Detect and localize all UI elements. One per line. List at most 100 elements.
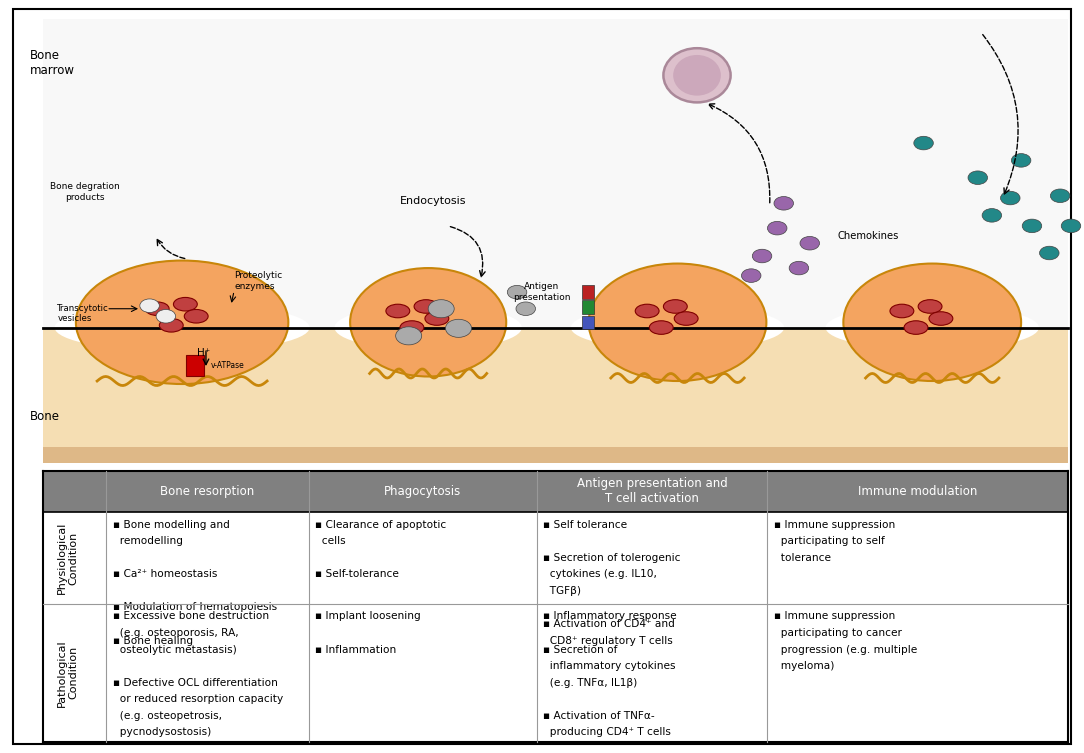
Circle shape xyxy=(140,299,159,312)
FancyBboxPatch shape xyxy=(582,285,594,299)
Text: ▪ Inflammation: ▪ Inflammation xyxy=(315,645,397,654)
FancyBboxPatch shape xyxy=(582,300,594,314)
Ellipse shape xyxy=(904,321,928,334)
Text: producing CD4⁺ T cells: producing CD4⁺ T cells xyxy=(543,727,671,737)
Text: Proteolytic
enzymes: Proteolytic enzymes xyxy=(234,271,283,291)
Circle shape xyxy=(752,249,772,263)
FancyBboxPatch shape xyxy=(43,471,1068,512)
Ellipse shape xyxy=(425,312,449,325)
Ellipse shape xyxy=(826,305,1038,350)
Text: ▪ Defective OCL differentiation: ▪ Defective OCL differentiation xyxy=(113,678,278,687)
Text: participating to cancer: participating to cancer xyxy=(774,628,902,638)
Text: Endocytosis: Endocytosis xyxy=(400,196,467,206)
Text: pycnodysostosis): pycnodysostosis) xyxy=(113,727,211,737)
Ellipse shape xyxy=(54,303,310,352)
Ellipse shape xyxy=(184,309,208,323)
Circle shape xyxy=(774,197,793,210)
Text: ▪ Self-tolerance: ▪ Self-tolerance xyxy=(315,569,399,579)
Text: ▪ Clearance of apoptotic: ▪ Clearance of apoptotic xyxy=(315,520,447,529)
Text: Bone
marrow: Bone marrow xyxy=(30,49,76,77)
Text: Immune modulation: Immune modulation xyxy=(857,485,978,498)
Ellipse shape xyxy=(674,312,698,325)
Circle shape xyxy=(968,171,988,184)
Text: Bone degration
products: Bone degration products xyxy=(50,182,119,202)
Text: H⁺: H⁺ xyxy=(197,348,210,358)
Circle shape xyxy=(507,285,527,299)
Text: Chemokines: Chemokines xyxy=(838,230,900,241)
Text: participating to self: participating to self xyxy=(774,536,885,546)
Text: remodelling: remodelling xyxy=(113,536,183,546)
Text: Antigen
presentation: Antigen presentation xyxy=(513,282,571,302)
Text: tolerance: tolerance xyxy=(774,553,831,562)
Circle shape xyxy=(1011,154,1031,167)
FancyBboxPatch shape xyxy=(43,447,1068,463)
Text: ▪ Secretion of tolerogenic: ▪ Secretion of tolerogenic xyxy=(543,553,681,562)
Text: ▪ Secretion of: ▪ Secretion of xyxy=(543,645,618,654)
FancyBboxPatch shape xyxy=(186,355,204,376)
Ellipse shape xyxy=(843,264,1021,381)
FancyBboxPatch shape xyxy=(43,328,1068,463)
Text: ▪ Implant loosening: ▪ Implant loosening xyxy=(315,611,422,621)
Ellipse shape xyxy=(159,319,183,332)
Ellipse shape xyxy=(589,264,766,381)
Circle shape xyxy=(428,300,454,318)
Ellipse shape xyxy=(400,321,424,334)
Ellipse shape xyxy=(929,312,953,325)
Text: Antigen presentation and
T cell activation: Antigen presentation and T cell activati… xyxy=(577,477,727,505)
Ellipse shape xyxy=(673,55,721,96)
Text: Phagocytosis: Phagocytosis xyxy=(384,485,462,498)
Text: (e.g. osteopetrosis,: (e.g. osteopetrosis, xyxy=(113,711,222,721)
Text: or reduced resorption capacity: or reduced resorption capacity xyxy=(113,694,283,704)
Ellipse shape xyxy=(335,305,521,350)
Text: v-ATPase: v-ATPase xyxy=(210,361,244,370)
Ellipse shape xyxy=(350,268,506,376)
Text: Bone resorption: Bone resorption xyxy=(160,485,255,498)
FancyBboxPatch shape xyxy=(43,19,1068,328)
Text: ▪ Bone modelling and: ▪ Bone modelling and xyxy=(113,520,230,529)
Text: TGFβ): TGFβ) xyxy=(543,586,581,596)
Ellipse shape xyxy=(173,297,197,311)
Ellipse shape xyxy=(649,321,673,334)
Text: ▪ Inflammatory response: ▪ Inflammatory response xyxy=(543,611,676,621)
Text: ▪ Ca²⁺ homeostasis: ▪ Ca²⁺ homeostasis xyxy=(113,569,217,579)
Text: Pathological
Condition: Pathological Condition xyxy=(56,639,78,706)
Text: cytokines (e.g. IL10,: cytokines (e.g. IL10, xyxy=(543,569,657,579)
Ellipse shape xyxy=(414,300,438,313)
FancyBboxPatch shape xyxy=(582,316,594,329)
Circle shape xyxy=(396,327,422,345)
Circle shape xyxy=(767,221,787,235)
Ellipse shape xyxy=(386,304,410,318)
Text: cells: cells xyxy=(315,536,346,546)
Text: (e.g. osteoporosis, RA,: (e.g. osteoporosis, RA, xyxy=(113,628,238,638)
Circle shape xyxy=(982,209,1002,222)
Text: progression (e.g. multiple: progression (e.g. multiple xyxy=(774,645,917,654)
Circle shape xyxy=(1040,246,1059,260)
Circle shape xyxy=(446,319,472,337)
Text: ▪ Activation of CD4⁺ and: ▪ Activation of CD4⁺ and xyxy=(543,619,675,629)
Text: (e.g. TNFα, IL1β): (e.g. TNFα, IL1β) xyxy=(543,678,637,687)
Text: osteolytic metastasis): osteolytic metastasis) xyxy=(113,645,236,654)
Circle shape xyxy=(156,309,176,323)
Ellipse shape xyxy=(76,261,288,384)
Circle shape xyxy=(1022,219,1042,233)
Text: ▪ Bone healing: ▪ Bone healing xyxy=(113,636,193,645)
Ellipse shape xyxy=(663,48,731,102)
Circle shape xyxy=(914,136,933,150)
Text: Bone: Bone xyxy=(30,410,61,423)
Circle shape xyxy=(800,236,820,250)
Text: CD8⁺ regulatory T cells: CD8⁺ regulatory T cells xyxy=(543,636,673,645)
Text: Transcytotic
vesicles: Transcytotic vesicles xyxy=(57,303,109,323)
Circle shape xyxy=(1050,189,1070,203)
Text: ▪ Activation of TNFα-: ▪ Activation of TNFα- xyxy=(543,711,655,721)
Text: ▪ Immune suppression: ▪ Immune suppression xyxy=(774,520,895,529)
FancyBboxPatch shape xyxy=(13,9,1071,744)
Ellipse shape xyxy=(635,304,659,318)
Ellipse shape xyxy=(918,300,942,313)
Ellipse shape xyxy=(890,304,914,318)
Text: ▪ Immune suppression: ▪ Immune suppression xyxy=(774,611,895,621)
Circle shape xyxy=(1061,219,1081,233)
Ellipse shape xyxy=(663,300,687,313)
Circle shape xyxy=(741,269,761,282)
Text: inflammatory cytokines: inflammatory cytokines xyxy=(543,661,675,671)
Circle shape xyxy=(789,261,809,275)
